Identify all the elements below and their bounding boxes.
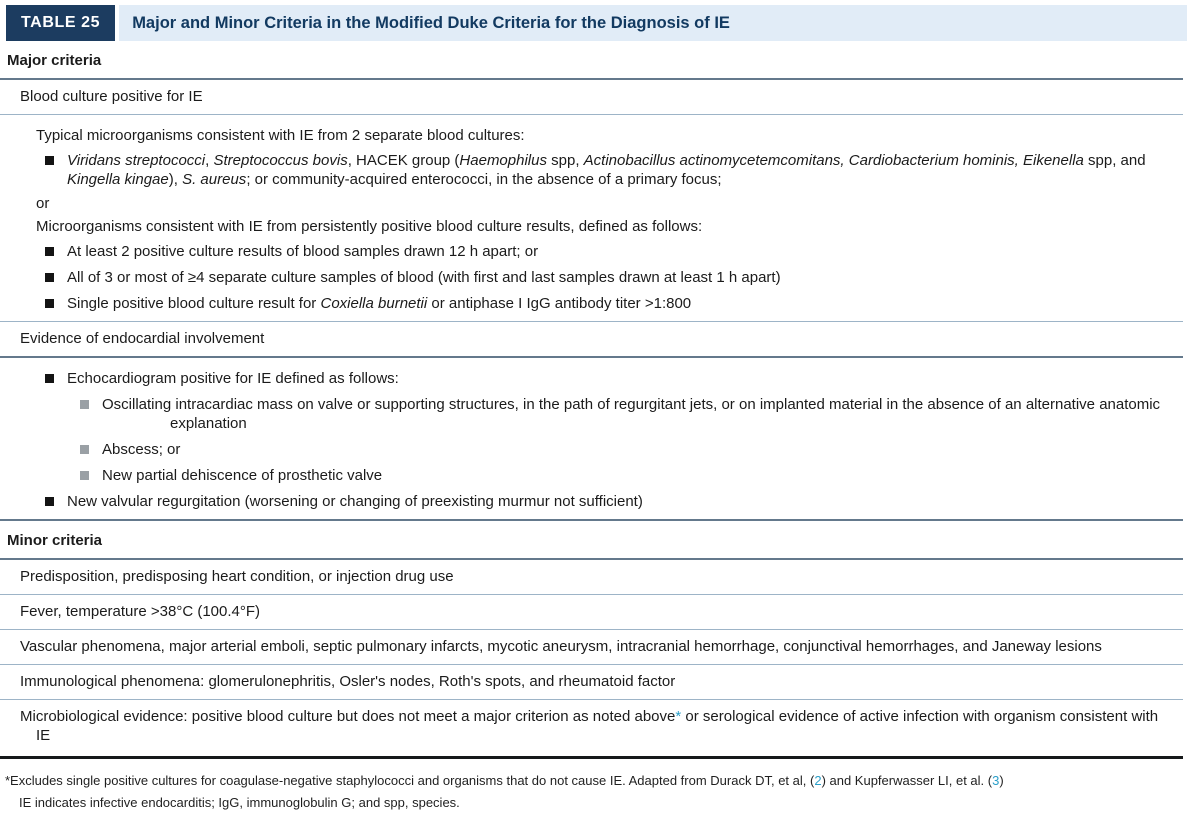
criteria-row: Fever, temperature >38°C (100.4°F): [0, 595, 1183, 630]
text-segment: Minor criteria: [7, 532, 103, 549]
text-segment: Microbiological evidence: positive blood…: [20, 708, 676, 725]
criteria-row: New valvular regurgitation (worsening or…: [0, 489, 1183, 521]
text-segment: ) and Kupferwasser LI, et al. (: [821, 773, 993, 788]
text-segment: At least 2 positive culture results of b…: [67, 243, 539, 260]
text-segment: or antiphase I IgG antibody titer >1:800: [427, 295, 692, 312]
text-segment: Abscess; or: [102, 441, 181, 458]
sub-bullet-square-icon: [80, 445, 89, 454]
sub-bullet-square-icon: [80, 400, 89, 409]
text-segment: ),: [168, 171, 183, 188]
criteria-row: Single positive blood culture result for…: [0, 291, 1183, 322]
text-segment: ): [999, 773, 1004, 788]
bullet-square-icon: [45, 374, 54, 383]
bullet-square-icon: [45, 497, 54, 506]
criteria-row: Oscillating intracardiac mass on valve o…: [0, 392, 1183, 437]
criteria-row: All of 3 or most of ≥4 separate culture …: [0, 265, 1183, 291]
text-segment: ; or community-acquired enterococci, in …: [246, 171, 722, 188]
bullet-square-icon: [45, 156, 54, 165]
criteria-text: Single positive blood culture result for…: [67, 294, 1175, 313]
criteria-row: New partial dehiscence of prosthetic val…: [0, 463, 1183, 489]
text-segment: Major criteria: [7, 52, 102, 69]
criteria-row: Microbiological evidence: positive blood…: [0, 700, 1183, 759]
criteria-row: Echocardiogram positive for IE defined a…: [0, 358, 1183, 392]
section-header-row: Major criteria: [0, 41, 1183, 80]
text-segment: spp, and: [1083, 152, 1146, 169]
text-segment: Echocardiogram positive for IE defined a…: [67, 370, 399, 387]
criteria-row: Abscess; or: [0, 437, 1183, 463]
text-segment: Predisposition, predisposing heart condi…: [20, 568, 454, 585]
text-segment: spp,: [546, 152, 584, 169]
text-segment: Blood culture positive for IE: [20, 88, 203, 105]
text-segment: S. aureus: [182, 171, 247, 188]
text-segment: Single positive blood culture result for: [67, 295, 321, 312]
criteria-text: Oscillating intracardiac mass on valve o…: [102, 395, 1175, 433]
criteria-row: Predisposition, predisposing heart condi…: [0, 560, 1183, 595]
text-segment: IE indicates infective endocarditis; IgG…: [19, 795, 460, 810]
criteria-text: Viridans streptococci, Streptococcus bov…: [67, 151, 1175, 189]
text-segment: Typical microorganisms consistent with I…: [36, 127, 525, 144]
text-segment: ,: [205, 152, 214, 169]
criteria-row: Typical microorganisms consistent with I…: [0, 115, 1183, 148]
criteria-row: Blood culture positive for IE: [0, 80, 1183, 115]
text-segment: Vascular phenomena, major arterial embol…: [20, 638, 1102, 655]
criteria-row: At least 2 positive culture results of b…: [0, 239, 1183, 265]
footnote-marker-link[interactable]: 2: [814, 773, 822, 788]
text-segment: or serological evidence of active infect…: [36, 708, 1159, 744]
text-segment: All of 3 or most of ≥4 separate culture …: [67, 269, 781, 286]
text-segment: or: [36, 195, 50, 212]
bullet-square-icon: [45, 247, 54, 256]
criteria-text: At least 2 positive culture results of b…: [67, 242, 1175, 261]
text-segment: Coxiella burnetii: [320, 295, 428, 312]
criteria-row: Evidence of endocardial involvement: [0, 322, 1183, 358]
criteria-text: Abscess; or: [102, 440, 1175, 459]
text-segment: Microorganisms consistent with IE from p…: [36, 218, 703, 235]
bullet-square-icon: [45, 273, 54, 282]
table-rows: Major criteria Blood culture positive for…: [0, 41, 1187, 759]
bullet-square-icon: [45, 299, 54, 308]
text-segment: Actinobacillus actinomycetemcomitans, Ca…: [583, 152, 1084, 169]
text-segment: Fever, temperature >38°C (100.4°F): [20, 603, 261, 620]
sub-bullet-square-icon: [80, 471, 89, 480]
criteria-row: or: [0, 193, 1183, 214]
section-header-row: Minor criteria: [0, 521, 1183, 560]
text-segment: , HACEK group (: [347, 152, 460, 169]
footnote-marker-link[interactable]: *: [675, 708, 682, 725]
text-segment: *Excludes single positive cultures for c…: [5, 773, 815, 788]
criteria-text: New partial dehiscence of prosthetic val…: [102, 466, 1175, 485]
text-segment: Evidence of endocardial involvement: [20, 330, 265, 347]
criteria-text: Echocardiogram positive for IE defined a…: [67, 369, 1175, 388]
criteria-row: Immunological phenomena: glomerulonephri…: [0, 665, 1183, 700]
text-segment: New partial dehiscence of prosthetic val…: [102, 467, 383, 484]
criteria-row: Vascular phenomena, major arterial embol…: [0, 630, 1183, 665]
text-segment: New valvular regurgitation (worsening or…: [67, 493, 643, 510]
text-segment: Kingella kingae: [67, 171, 169, 188]
criteria-text: New valvular regurgitation (worsening or…: [67, 492, 1175, 511]
table-title: Major and Minor Criteria in the Modified…: [119, 5, 1187, 41]
criteria-text: All of 3 or most of ≥4 separate culture …: [67, 268, 1175, 287]
footnote-line: IE indicates infective endocarditis; IgG…: [5, 792, 1177, 814]
text-segment: Immunological phenomena: glomerulonephri…: [20, 673, 676, 690]
table-number-badge: TABLE 25: [6, 5, 116, 41]
table-banner: TABLE 25 Major and Minor Criteria in the…: [0, 5, 1187, 41]
text-segment: Streptococcus bovis: [213, 152, 348, 169]
criteria-row: Viridans streptococci, Streptococcus bov…: [0, 148, 1183, 193]
text-segment: Haemophilus: [459, 152, 547, 169]
criteria-row: Microorganisms consistent with IE from p…: [0, 214, 1183, 239]
table-footnotes: *Excludes single positive cultures for c…: [0, 759, 1187, 814]
text-segment: Viridans streptococci: [67, 152, 206, 169]
text-segment: Oscillating intracardiac mass on valve o…: [102, 396, 1161, 432]
footnote-line: *Excludes single positive cultures for c…: [5, 770, 1177, 792]
